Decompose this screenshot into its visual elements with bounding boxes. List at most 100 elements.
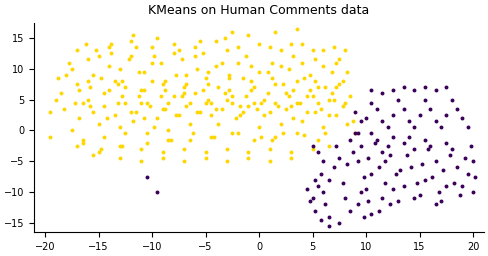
Point	[95, 122, 102, 126]
Point	[84, 98, 92, 102]
Point	[339, 79, 346, 83]
Point	[453, 165, 461, 169]
Point	[189, 131, 197, 135]
Point	[255, 125, 263, 129]
Point	[304, 187, 311, 191]
Point	[421, 85, 429, 89]
Point	[410, 147, 418, 151]
Point	[289, 88, 297, 92]
Point	[57, 91, 65, 95]
Point	[271, 82, 279, 86]
Point	[325, 144, 332, 148]
Point	[244, 104, 252, 108]
Point	[400, 141, 407, 145]
Point	[378, 91, 386, 95]
Point	[164, 137, 172, 142]
Point	[405, 119, 413, 123]
Point	[246, 88, 254, 92]
Point	[218, 60, 225, 65]
Point	[362, 187, 370, 191]
Point	[122, 131, 129, 135]
Point	[296, 101, 304, 105]
Point	[357, 119, 365, 123]
Point	[71, 101, 79, 105]
Point	[469, 190, 477, 194]
Point	[223, 98, 231, 102]
Point	[234, 45, 242, 49]
Point	[325, 113, 332, 117]
Point	[207, 113, 215, 117]
Point	[170, 51, 178, 55]
Point	[185, 137, 193, 142]
Point	[446, 153, 453, 157]
Point	[371, 141, 379, 145]
Point	[127, 54, 135, 58]
Point	[330, 45, 338, 49]
Point	[76, 88, 83, 92]
Point	[471, 175, 479, 179]
Point	[114, 101, 122, 105]
Point	[246, 63, 254, 68]
Point	[400, 107, 407, 111]
Point	[200, 51, 207, 55]
Point	[127, 39, 135, 43]
Point	[306, 73, 314, 77]
Point	[97, 76, 104, 80]
Point	[127, 110, 135, 114]
Point	[73, 82, 81, 86]
Point	[271, 134, 279, 138]
Point	[100, 134, 108, 138]
Point	[271, 30, 279, 34]
Point	[175, 113, 183, 117]
Point	[443, 85, 450, 89]
Point	[349, 119, 357, 123]
Point	[154, 116, 162, 120]
Point	[221, 91, 229, 95]
Point	[416, 193, 424, 197]
Point	[287, 156, 295, 160]
Point	[210, 134, 218, 138]
Point	[204, 82, 212, 86]
Point	[325, 98, 332, 102]
Point	[437, 125, 445, 129]
Point	[246, 79, 254, 83]
Point	[105, 45, 113, 49]
Point	[335, 221, 343, 225]
Point	[300, 133, 308, 137]
Point	[266, 110, 274, 114]
Point	[351, 131, 359, 135]
Point	[421, 178, 429, 182]
Point	[244, 33, 252, 37]
Point	[68, 128, 76, 132]
Point	[467, 144, 475, 148]
Point	[325, 178, 332, 182]
Point	[146, 104, 154, 108]
Point	[306, 88, 314, 92]
Point	[396, 168, 404, 173]
Point	[172, 73, 180, 77]
Point	[172, 113, 180, 117]
Point	[375, 208, 383, 212]
Point	[357, 144, 365, 148]
Point	[264, 91, 272, 95]
Point	[118, 144, 126, 148]
Point	[100, 91, 108, 95]
Point	[279, 131, 286, 135]
Point	[54, 76, 62, 80]
Point	[164, 128, 172, 132]
Point	[223, 159, 231, 163]
Point	[427, 144, 434, 148]
Point	[148, 45, 156, 49]
Point	[304, 110, 311, 114]
Point	[277, 48, 285, 52]
Point	[300, 76, 308, 80]
Point	[389, 187, 397, 191]
Point	[298, 60, 306, 65]
Point	[93, 48, 101, 52]
Point	[400, 184, 407, 188]
Point	[111, 79, 119, 83]
Point	[132, 110, 140, 114]
Point	[268, 60, 276, 65]
Point	[157, 60, 164, 65]
Point	[250, 101, 258, 105]
